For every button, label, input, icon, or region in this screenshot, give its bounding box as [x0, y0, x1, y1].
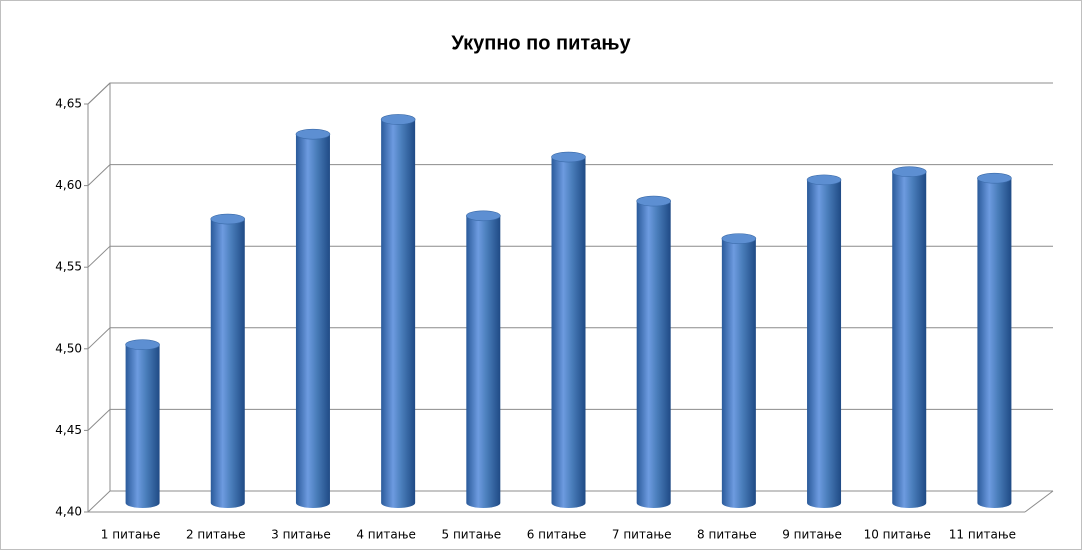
bar	[381, 119, 416, 508]
x-tick-label: 7 питање	[612, 528, 672, 542]
x-tick-label: 8 питање	[697, 528, 757, 542]
bar-top	[977, 172, 1012, 184]
x-tick-label: 4 питање	[356, 528, 416, 542]
bar	[977, 178, 1012, 508]
y-tick-label: 4,55	[55, 260, 82, 274]
x-tick-label: 3 питање	[271, 528, 331, 542]
axis-line	[1024, 490, 1054, 513]
bar-top	[806, 174, 842, 186]
x-tick-label: 6 питање	[527, 528, 587, 542]
grid-line	[87, 82, 1053, 105]
y-tick-label: 4,40	[55, 505, 82, 519]
bar-top	[380, 114, 416, 125]
bar	[721, 238, 756, 508]
bar-top	[891, 166, 927, 178]
bar	[892, 171, 927, 509]
bar-top	[125, 339, 160, 350]
bar	[210, 219, 245, 509]
x-tick-label: 2 питање	[186, 528, 246, 542]
x-tick-label: 9 питање	[782, 528, 842, 542]
bar-top	[721, 233, 757, 244]
x-tick-label: 5 питање	[442, 528, 502, 542]
bar	[807, 179, 842, 508]
bar	[295, 134, 330, 508]
bar-top	[210, 213, 246, 225]
bar	[466, 215, 501, 508]
y-tick-label: 4,60	[55, 178, 82, 192]
bar-top	[636, 195, 671, 207]
x-tick-label: 10 питање	[864, 528, 931, 542]
chart-title: Укупно по питању	[451, 32, 631, 54]
bar	[636, 201, 671, 508]
bar	[551, 157, 586, 509]
x-tick-label: 11 питање	[949, 528, 1016, 542]
bar-top	[551, 151, 586, 163]
y-tick-label: 4,50	[55, 341, 82, 355]
grid-line	[87, 164, 1053, 186]
y-tick-label: 4,45	[55, 423, 82, 437]
y-tick-label: 4,65	[55, 97, 82, 111]
bar-top	[466, 210, 501, 222]
bar	[125, 344, 160, 508]
bar-top	[295, 128, 331, 140]
x-tick-label: 1 питање	[101, 528, 161, 542]
